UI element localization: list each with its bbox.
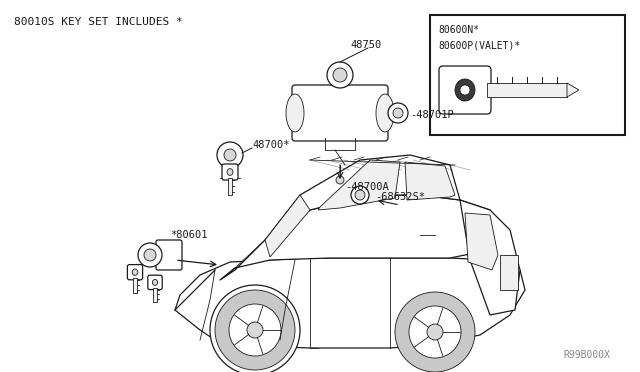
Polygon shape bbox=[567, 83, 579, 97]
Circle shape bbox=[427, 324, 443, 340]
Circle shape bbox=[460, 85, 470, 95]
Polygon shape bbox=[460, 200, 520, 315]
Circle shape bbox=[393, 108, 403, 118]
Text: 80600N*: 80600N* bbox=[438, 25, 479, 35]
Polygon shape bbox=[175, 258, 525, 348]
Circle shape bbox=[395, 292, 475, 372]
Bar bbox=[500, 255, 518, 290]
Text: R99B000X: R99B000X bbox=[563, 350, 610, 360]
Circle shape bbox=[247, 322, 263, 338]
Text: 80010S KEY SET INCLUDES *: 80010S KEY SET INCLUDES * bbox=[14, 17, 183, 27]
Text: 48700*: 48700* bbox=[252, 140, 289, 150]
Circle shape bbox=[409, 306, 461, 358]
Circle shape bbox=[336, 176, 344, 184]
Text: *80601: *80601 bbox=[170, 230, 207, 240]
Ellipse shape bbox=[227, 169, 233, 175]
Circle shape bbox=[351, 186, 369, 204]
FancyBboxPatch shape bbox=[127, 264, 143, 280]
Text: -48700A: -48700A bbox=[345, 182, 388, 192]
FancyBboxPatch shape bbox=[439, 66, 491, 114]
Circle shape bbox=[388, 103, 408, 123]
Circle shape bbox=[215, 290, 295, 370]
Bar bbox=[487, 83, 567, 97]
Polygon shape bbox=[318, 160, 400, 210]
Polygon shape bbox=[465, 213, 498, 270]
Ellipse shape bbox=[286, 94, 304, 132]
Text: -68632S*: -68632S* bbox=[375, 192, 425, 202]
FancyBboxPatch shape bbox=[222, 164, 238, 180]
FancyBboxPatch shape bbox=[156, 240, 182, 270]
Circle shape bbox=[229, 304, 281, 356]
Text: -48701P: -48701P bbox=[410, 110, 454, 120]
Circle shape bbox=[327, 62, 353, 88]
Ellipse shape bbox=[152, 279, 157, 285]
Text: 80600P(VALET)*: 80600P(VALET)* bbox=[438, 40, 520, 50]
Ellipse shape bbox=[455, 79, 475, 101]
Polygon shape bbox=[220, 195, 500, 280]
Circle shape bbox=[224, 149, 236, 161]
Circle shape bbox=[210, 285, 300, 372]
Polygon shape bbox=[405, 162, 455, 200]
Circle shape bbox=[355, 190, 365, 200]
FancyBboxPatch shape bbox=[292, 85, 388, 141]
FancyBboxPatch shape bbox=[148, 275, 162, 289]
Text: 48750: 48750 bbox=[350, 40, 381, 50]
Circle shape bbox=[217, 142, 243, 168]
Circle shape bbox=[138, 243, 162, 267]
Circle shape bbox=[333, 68, 347, 82]
Bar bbox=[154, 288, 157, 302]
Bar bbox=[133, 278, 137, 293]
Polygon shape bbox=[265, 155, 460, 240]
Bar bbox=[228, 178, 232, 195]
Polygon shape bbox=[265, 195, 310, 257]
Ellipse shape bbox=[132, 269, 138, 275]
Circle shape bbox=[144, 249, 156, 261]
Bar bbox=[430, 15, 625, 135]
Ellipse shape bbox=[376, 94, 394, 132]
